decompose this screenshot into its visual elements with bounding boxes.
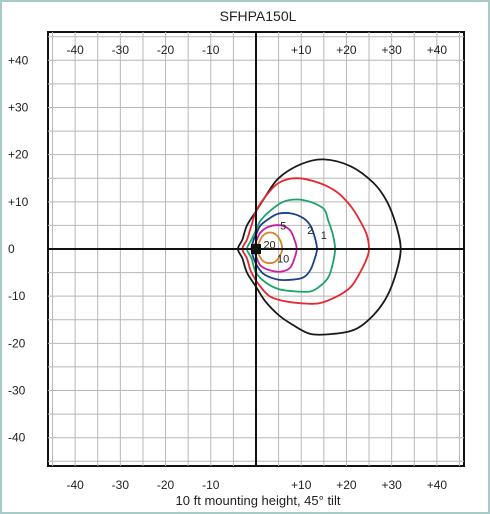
y-tick-label: -20 — [8, 336, 26, 350]
y-tick-label: +40 — [8, 53, 29, 67]
y-tick-label: -30 — [8, 384, 26, 398]
contour-label-5: 5 — [280, 220, 286, 232]
y-tick-label: -40 — [8, 431, 26, 445]
x-tick-label-bottom: -20 — [157, 478, 175, 492]
x-tick-label-bottom: -10 — [202, 478, 220, 492]
x-tick-label-top: -10 — [202, 43, 220, 57]
contour-lines — [236, 158, 402, 336]
contour-line-5 — [246, 198, 337, 293]
x-tick-label-top: +40 — [427, 43, 448, 57]
y-tick-label: +10 — [8, 195, 29, 209]
x-tick-label-bottom: +20 — [336, 478, 357, 492]
x-tick-label-top: -40 — [66, 43, 84, 57]
fixture-marker — [251, 244, 261, 254]
x-tick-label-bottom: -30 — [112, 478, 130, 492]
x-tick-label-bottom: +10 — [291, 478, 312, 492]
x-tick-label-bottom: +40 — [427, 478, 448, 492]
x-tick-label-top: -30 — [112, 43, 130, 57]
x-tick-label-top: +20 — [336, 43, 357, 57]
y-tick-label: -10 — [8, 289, 26, 303]
x-tick-label-top: -20 — [157, 43, 175, 57]
contour-label-20: 20 — [263, 239, 275, 251]
contour-line-10 — [250, 212, 318, 282]
y-tick-label: 0 — [8, 242, 15, 256]
contour-label-10: 10 — [277, 253, 289, 265]
y-tick-label: +20 — [8, 148, 29, 162]
y-tick-label: +30 — [8, 100, 29, 114]
x-tick-label-bottom: -40 — [66, 478, 84, 492]
contour-label-2: 2 — [307, 225, 313, 237]
contour-line-2 — [241, 177, 370, 305]
x-tick-label-top: +30 — [381, 43, 402, 57]
chart-title: SFHPA150L — [220, 8, 297, 24]
tick-labels: -40 -40 -30 -30 -20 -20 -10 -10 +10 +10 +20 +20 +30 +… — [8, 43, 447, 492]
x-tick-label-top: +10 — [291, 43, 312, 57]
x-axis-label: 10 ft mounting height, 45° tilt — [176, 493, 341, 508]
contour-line-20 — [252, 224, 298, 273]
x-tick-label-bottom: +30 — [381, 478, 402, 492]
contour-label-1: 1 — [321, 230, 327, 242]
axes — [48, 32, 464, 466]
